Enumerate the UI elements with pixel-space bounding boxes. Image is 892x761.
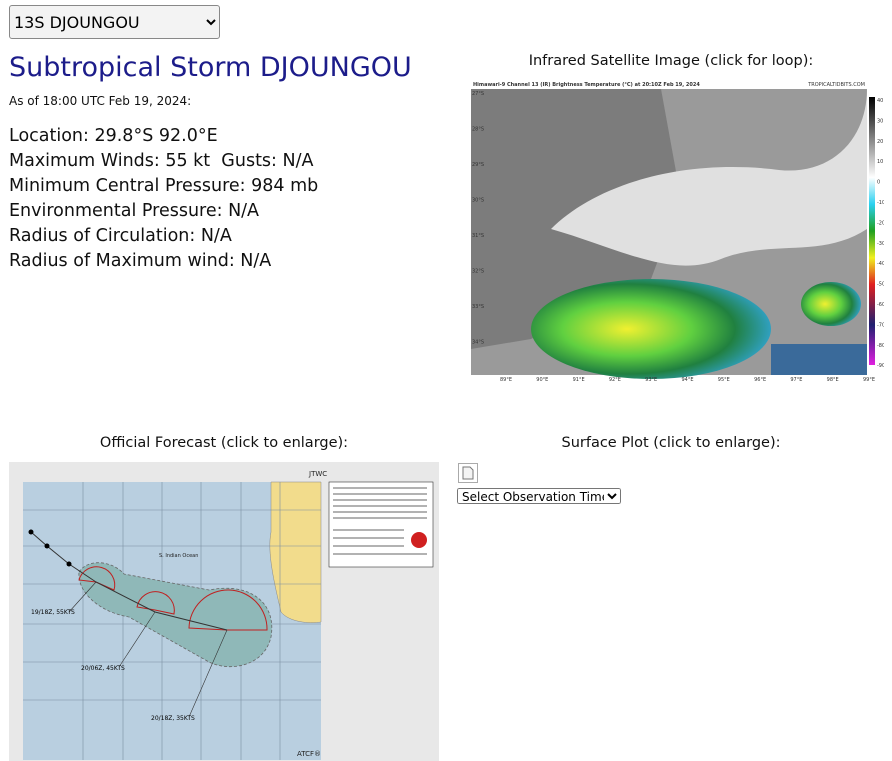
detail-line: Minimum Central Pressure: 984 mb: [9, 176, 319, 196]
detail-line: Maximum Winds: 55 kt Gusts: N/A: [9, 151, 314, 171]
scale-label: -20: [877, 220, 884, 226]
satellite-heading: Infrared Satellite Image (click for loop…: [528, 53, 814, 69]
footer: ATCF®: [297, 750, 321, 758]
lat-label: 27°S: [472, 91, 484, 97]
detail-line: Location: 29.8°S 92.0°E: [9, 126, 218, 146]
forecast-cone: [78, 562, 273, 668]
forecast-image[interactable]: JTWC S. Indian Ocean 19/18Z, 55KTS 20/06…: [9, 462, 439, 761]
scale-label: -80: [877, 343, 884, 349]
past-position: [28, 529, 34, 535]
wind-radii: [188, 589, 268, 631]
scale-label: -30: [877, 241, 884, 247]
lon-label: 94°E: [681, 377, 693, 383]
lon-label: 96°E: [754, 377, 766, 383]
wind-radii: [136, 591, 175, 615]
color-scale: [869, 97, 875, 365]
scale-label: 0: [877, 180, 880, 186]
leader-line: [118, 611, 156, 668]
image-credit: TROPICALTIDBITS.COM: [807, 82, 865, 88]
lat-label: 31°S: [472, 233, 484, 239]
lat-label: 32°S: [472, 269, 484, 275]
scale-label: 40: [877, 98, 883, 104]
lon-label: 99°E: [863, 377, 875, 383]
forecast-heading: Official Forecast (click to enlarge):: [99, 435, 349, 451]
lat-label: 29°S: [472, 162, 484, 168]
detail-line: Radius of Circulation: N/A: [9, 226, 232, 246]
scale-label: -50: [877, 282, 884, 288]
lon-label: 98°E: [827, 377, 839, 383]
storm-convection: [531, 279, 771, 379]
leader-line: [68, 581, 97, 613]
storm-title: Subtropical Storm DJOUNGOU: [9, 52, 412, 83]
convection-cell: [801, 282, 861, 326]
point-label: 20/18Z, 35KTS: [151, 715, 195, 722]
lon-label: 91°E: [573, 377, 585, 383]
point-label: 19/18Z, 55KTS: [31, 609, 75, 616]
lon-label: 95°E: [718, 377, 730, 383]
legend-icon: [411, 532, 427, 548]
as-of: As of 18:00 UTC Feb 19, 2024:: [9, 94, 192, 108]
lat-label: 28°S: [472, 127, 484, 133]
surface-heading: Surface Plot (click to enlarge):: [561, 435, 781, 451]
lon-label: 93°E: [645, 377, 657, 383]
detail-line: Radius of Maximum wind: N/A: [9, 251, 272, 271]
scale-label: -70: [877, 322, 884, 328]
observation-select[interactable]: Select Observation Time...: [457, 488, 621, 504]
wind-radii: [78, 566, 116, 591]
legend-box: [328, 481, 434, 568]
leader-line: [188, 629, 228, 718]
lat-label: 30°S: [472, 198, 484, 204]
point-label: 20/06Z, 45KTS: [81, 665, 125, 672]
lon-label: 97°E: [790, 377, 802, 383]
lat-label: 33°S: [472, 304, 484, 310]
scale-label: -10: [877, 200, 884, 206]
scale-label: 30: [877, 118, 883, 124]
past-position: [44, 543, 50, 549]
scale-label: -90: [877, 363, 884, 369]
lat-label: 34°S: [472, 340, 484, 346]
broken-image[interactable]: [458, 463, 478, 483]
track: [30, 531, 228, 631]
land: [269, 481, 322, 623]
cloud-band: [551, 89, 867, 266]
image-title: Himawari-9 Channel 13 (IR) Brightness Te…: [473, 82, 700, 88]
lon-label: 92°E: [609, 377, 621, 383]
satellite-image[interactable]: Himawari-9 Channel 13 (IR) Brightness Te…: [471, 79, 884, 385]
past-position: [66, 561, 72, 567]
ocean-label: S. Indian Ocean: [159, 553, 198, 559]
lon-label: 90°E: [536, 377, 548, 383]
detail-line: Environmental Pressure: N/A: [9, 201, 260, 221]
storm-select[interactable]: 13S DJOUNGOU: [9, 5, 220, 39]
icon-page: [462, 466, 474, 480]
scale-label: -60: [877, 302, 884, 308]
legend-text-lines: [333, 487, 427, 555]
scale-label: 10: [877, 159, 883, 165]
agency: JTWC: [308, 470, 327, 478]
scale-label: 20: [877, 139, 883, 145]
lon-label: 89°E: [500, 377, 512, 383]
scale-label: -40: [877, 261, 884, 267]
cold-area: [771, 344, 867, 375]
details: Location: 29.8°S 92.0°E Maximum Winds: 55…: [9, 124, 318, 274]
